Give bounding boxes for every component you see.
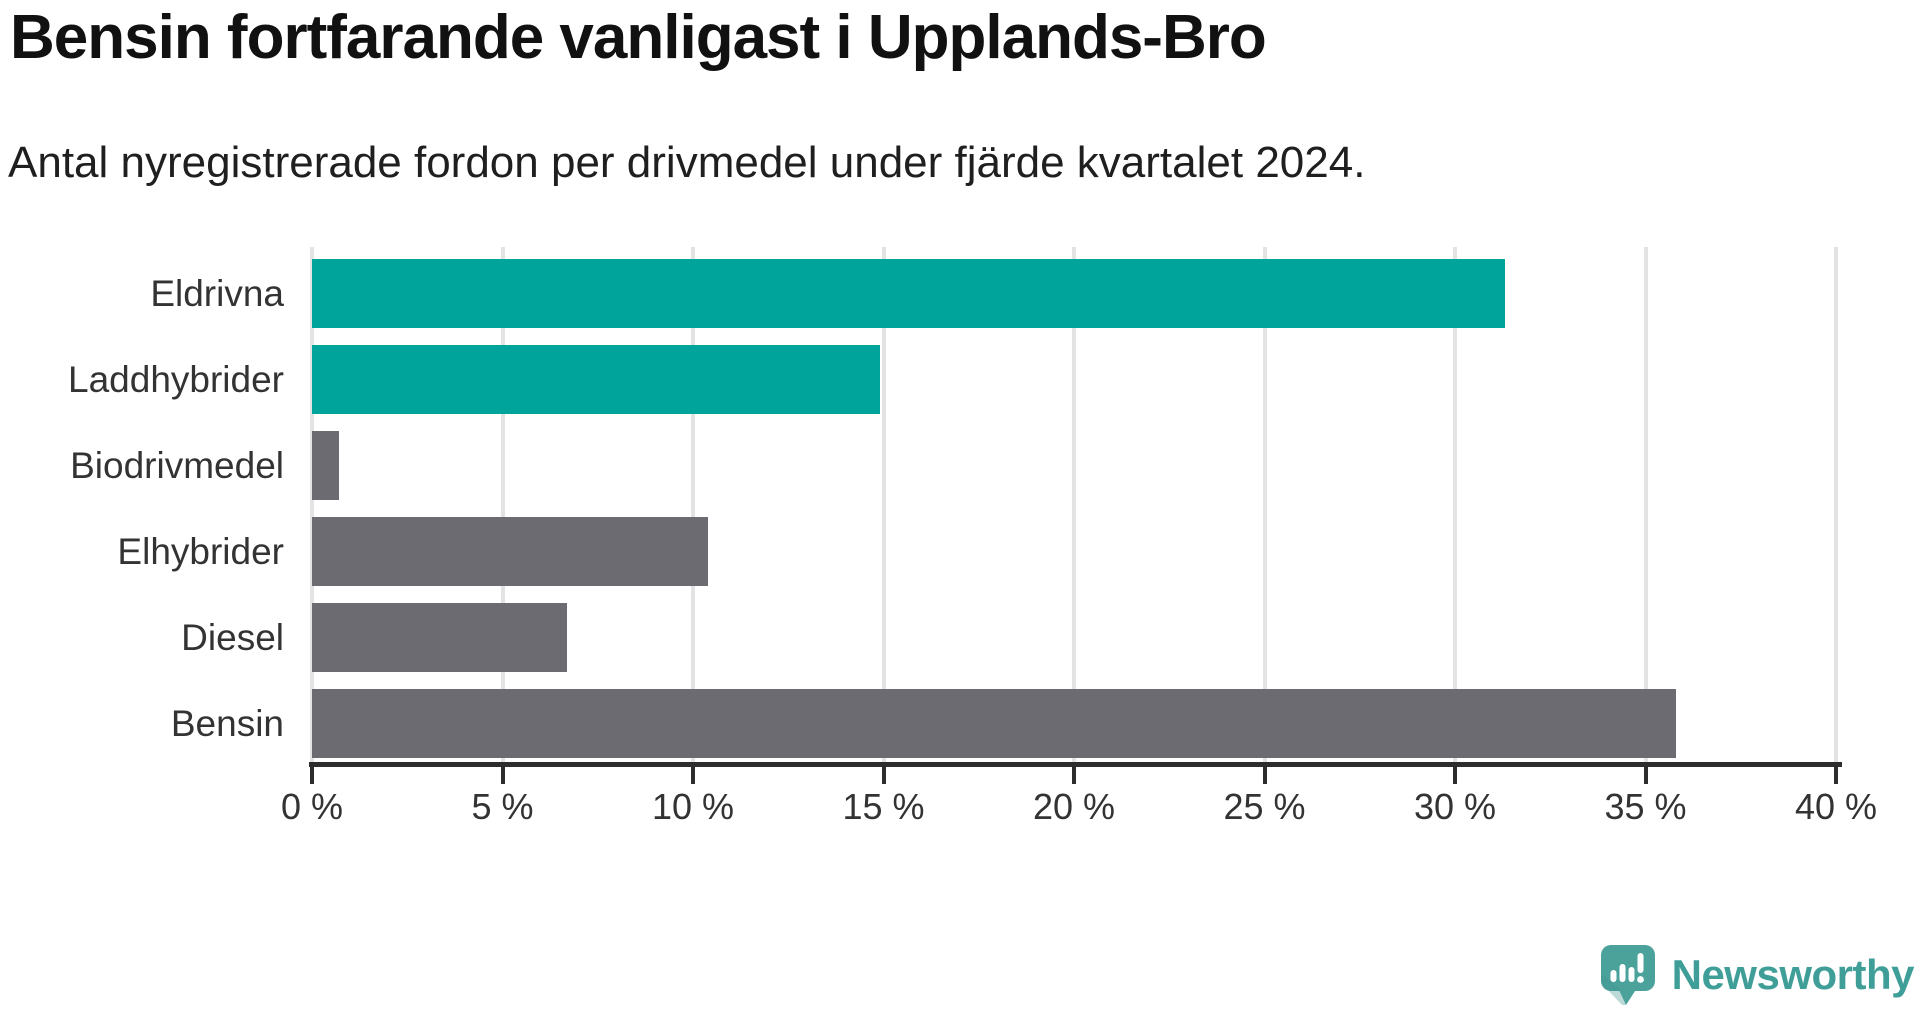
x-axis-line xyxy=(309,762,1842,767)
bar-bensin xyxy=(312,689,1676,758)
x-tick-0 xyxy=(310,766,314,784)
gridline-40 xyxy=(1834,247,1838,762)
x-tick-20 xyxy=(1072,766,1076,784)
gridline-0 xyxy=(310,247,314,762)
chart-title: Bensin fortfarande vanligast i Upplands-… xyxy=(10,3,1267,72)
newsworthy-logo: Newsworthy xyxy=(1600,944,1915,1006)
category-label-diesel: Diesel xyxy=(181,617,284,658)
bar-diesel xyxy=(312,603,568,672)
category-label-biodrivmedel: Biodrivmedel xyxy=(70,445,284,486)
gridline-25 xyxy=(1262,247,1267,762)
x-tick-5 xyxy=(500,766,505,784)
x-tick-10 xyxy=(691,766,695,784)
x-tick-25 xyxy=(1262,766,1267,784)
gridline-30 xyxy=(1453,247,1457,762)
category-label-elhybrider: Elhybrider xyxy=(117,531,284,572)
gridline-5 xyxy=(500,247,505,762)
bar-elhybrider xyxy=(312,517,709,586)
bar-eldrivna xyxy=(312,259,1505,328)
gridline-10 xyxy=(691,247,695,762)
x-tick-30 xyxy=(1453,766,1457,784)
x-tick-label-40: 40 % xyxy=(1794,786,1878,827)
newsworthy-logo-icon xyxy=(1600,945,1655,1005)
category-label-laddhybrider: Laddhybrider xyxy=(68,359,284,400)
bar-biodrivmedel xyxy=(312,431,339,500)
x-tick-label-5: 5 % xyxy=(471,786,534,827)
x-tick-40 xyxy=(1834,766,1838,784)
gridline-20 xyxy=(1072,247,1076,762)
x-tick-15 xyxy=(881,766,886,784)
x-tick-label-20: 20 % xyxy=(1032,786,1116,827)
x-tick-35 xyxy=(1643,766,1648,784)
category-label-eldrivna: Eldrivna xyxy=(150,273,284,314)
x-tick-label-30: 30 % xyxy=(1413,786,1497,827)
gridline-15 xyxy=(881,247,886,762)
x-tick-label-0: 0 % xyxy=(280,786,344,827)
chart-subtitle: Antal nyregistrerade fordon per drivmede… xyxy=(8,138,1366,187)
newsworthy-logo-text: Newsworthy xyxy=(1671,951,1915,998)
category-label-bensin: Bensin xyxy=(170,703,284,744)
x-tick-label-25: 25 % xyxy=(1223,786,1306,827)
gridline-35 xyxy=(1643,247,1648,762)
x-tick-label-10: 10 % xyxy=(651,786,735,827)
bar-laddhybrider xyxy=(312,345,880,414)
x-tick-label-35: 35 % xyxy=(1604,786,1687,827)
x-tick-label-15: 15 % xyxy=(842,786,925,827)
